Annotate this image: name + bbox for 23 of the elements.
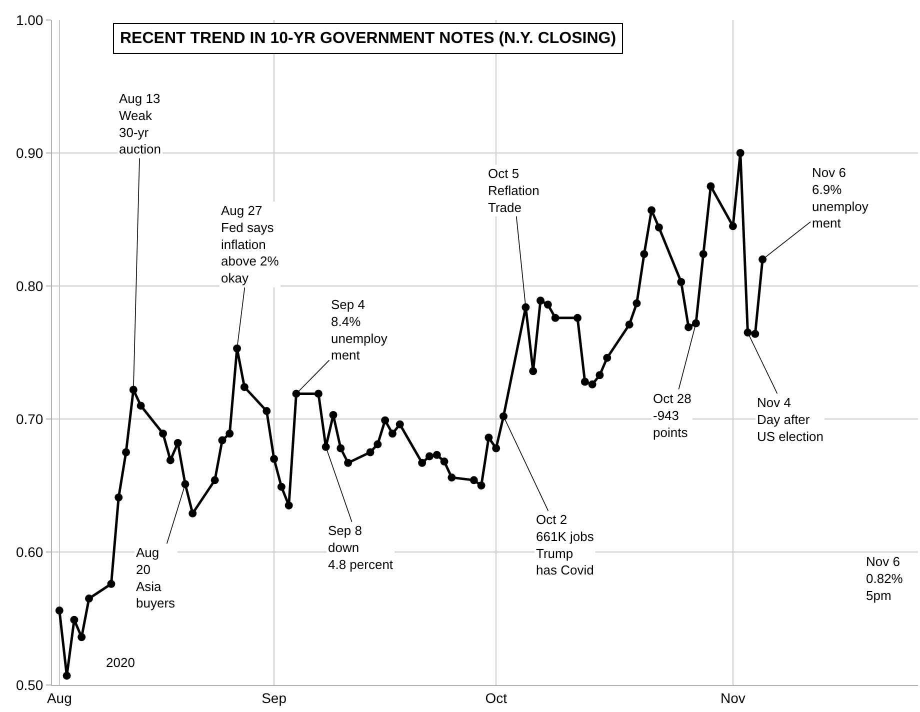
annotation: Oct 2 661K jobs Trump has Covid <box>536 512 594 578</box>
y-tick-label: 0.70 <box>16 410 44 427</box>
annotation: Oct 5 Reflation Trade <box>488 166 540 215</box>
y-tick-label: 0.50 <box>16 676 44 693</box>
annotation: Sep 8 down 4.8 percent <box>328 523 394 572</box>
x-tick-label: Oct <box>485 690 508 706</box>
text: RECENT TREND IN 10-YR GOVERNMENT NOTES (N.Y. CLOSING) <box>120 30 616 47</box>
annotation: Nov 6 0.82% 5pm <box>866 554 904 603</box>
y-tick-label: 0.80 <box>16 278 44 294</box>
annotation: Oct 28 -943 points <box>653 391 692 440</box>
annotation: Nov 6 6.9% unemploy ment <box>812 165 869 231</box>
annotation: Aug 27 Fed says inflation above 2% okay <box>221 203 280 286</box>
y-tick-label: 0.60 <box>16 544 44 560</box>
y-tick-label: 1.00 <box>16 12 44 28</box>
x-tick-label: Aug <box>46 690 72 706</box>
annotation: 2020 <box>106 655 135 670</box>
annotation: Sep 4 8.4% unemploy ment <box>331 297 388 363</box>
x-tick-label: Nov <box>720 690 746 706</box>
annotation: Aug 20 Asia buyers <box>136 545 176 611</box>
annotation: Aug 13 Weak 30-yr auction <box>119 91 161 157</box>
y-tick-label: 0.90 <box>16 144 44 161</box>
x-tick-label: Sep <box>262 690 287 706</box>
annotation: Nov 4 Day after US election <box>757 395 824 444</box>
